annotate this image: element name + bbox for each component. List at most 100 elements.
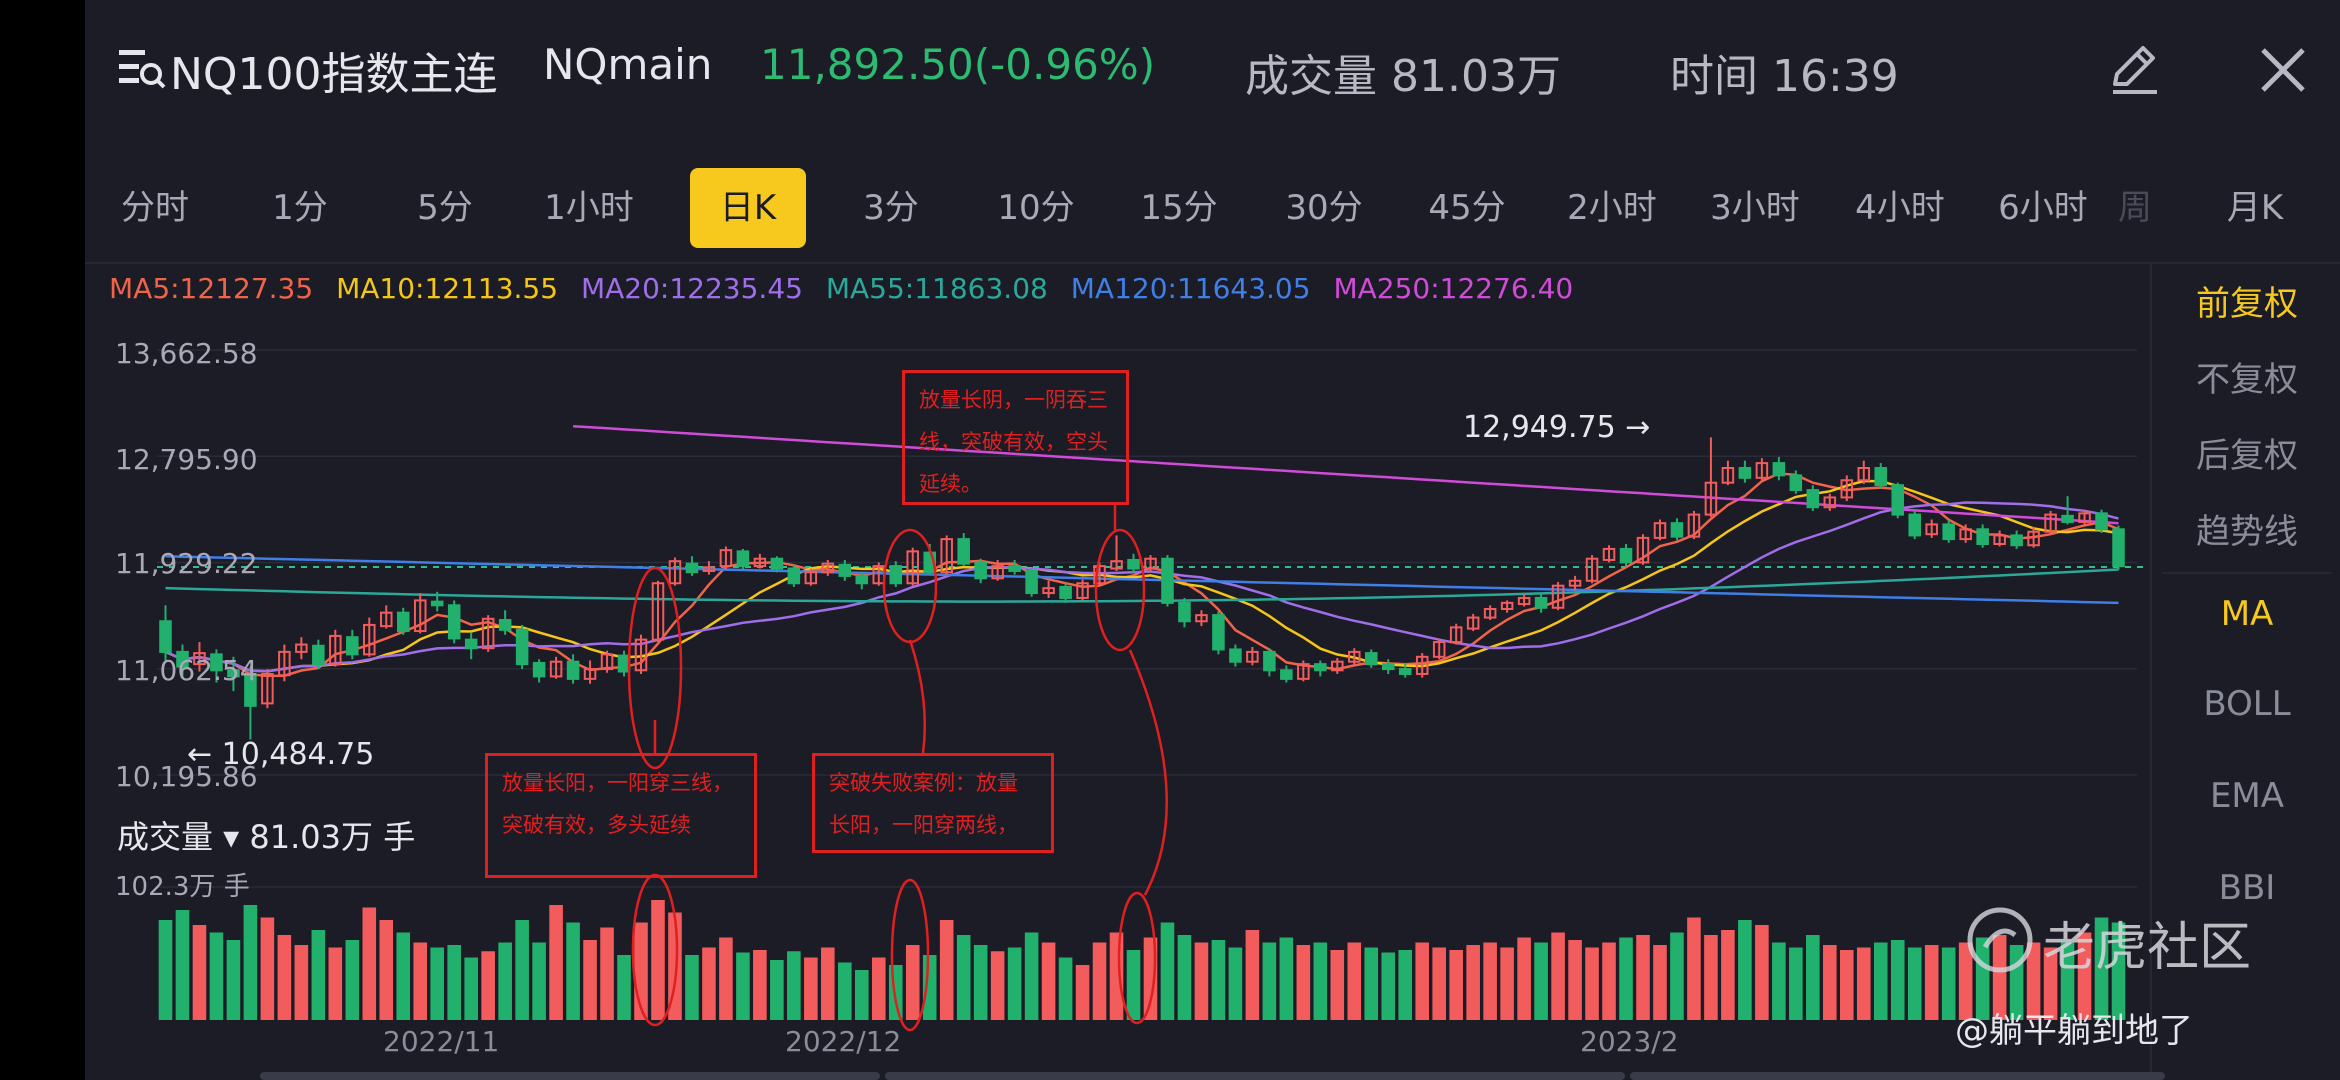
- last-price: 11,892.50(-0.96%): [760, 40, 1156, 89]
- volume-indicator-header[interactable]: 成交量 ▾ 81.03万 手: [117, 818, 416, 856]
- ma120-line: [165, 555, 2119, 605]
- tab-monthly-k[interactable]: 月K: [2226, 188, 2284, 228]
- annotation-note-bear: 放量长阴，一阴吞三线，突破有效，空头延续。: [902, 370, 1129, 505]
- adj-backward[interactable]: 后复权: [2196, 436, 2298, 476]
- tab-30min[interactable]: 30分: [1285, 188, 1363, 228]
- candle-body: [1636, 536, 1650, 564]
- volume-bar: [260, 917, 275, 1020]
- volume-bar: [888, 965, 903, 1020]
- instrument-title[interactable]: NQ100指数主连: [170, 49, 498, 100]
- volume-bar: [1551, 932, 1565, 1020]
- volume-bar: [1839, 950, 1854, 1020]
- volume-bar: [481, 951, 495, 1020]
- volume-bar: [447, 945, 461, 1020]
- volume-bar: [175, 910, 190, 1020]
- annotation-oval: [627, 566, 683, 770]
- indicator-ema[interactable]: EMA: [2209, 776, 2285, 816]
- candle-body: [532, 661, 546, 678]
- volume-bar: [1653, 945, 1667, 1020]
- volume-bar: [1364, 947, 1379, 1020]
- y-tick-label: 12,795.90: [115, 443, 258, 476]
- edit-icon[interactable]: [2105, 40, 2165, 100]
- volume-bar: [1585, 947, 1599, 1020]
- candle-body: [1398, 668, 1412, 675]
- annotation-connector: [1128, 649, 1168, 896]
- candle-body: [2027, 530, 2040, 547]
- tab-2hour[interactable]: 2小时: [1567, 188, 1657, 228]
- tab-fenshi[interactable]: 分时: [121, 188, 189, 228]
- volume-bar: [226, 940, 241, 1020]
- tiger-logo-icon: [1967, 907, 2033, 973]
- volume-bar: [1483, 942, 1497, 1020]
- volume-bar: [1296, 945, 1311, 1020]
- volume-bar: [1075, 965, 1090, 1020]
- volume-bar: [617, 955, 631, 1020]
- scrollbar-segment[interactable]: [260, 1072, 880, 1080]
- candle-body: [1925, 523, 1938, 536]
- volume-bar: [1687, 917, 1701, 1020]
- scrollbar-segment[interactable]: [1630, 1072, 2165, 1080]
- volume-bar: [1704, 935, 1718, 1020]
- header: NQ100指数主连 NQmain 11,892.50(-0.96%) 成交量 8…: [85, 0, 2340, 140]
- candle-body: [583, 668, 597, 680]
- candle-body: [821, 562, 835, 574]
- close-icon[interactable]: [2255, 42, 2311, 98]
- annotation-oval: [1117, 891, 1157, 1025]
- candle-body: [1466, 616, 1480, 630]
- adj-none[interactable]: 不复权: [2196, 360, 2298, 400]
- candle-body: [1602, 547, 1616, 561]
- tab-3hour[interactable]: 3小时: [1710, 188, 1800, 228]
- tab-1hour[interactable]: 1小时: [544, 188, 634, 228]
- volume-bar: [464, 957, 478, 1020]
- volume-bar: [515, 920, 529, 1020]
- trendline-toggle[interactable]: 趋势线: [2196, 512, 2298, 552]
- volume-bar: [1262, 942, 1277, 1020]
- volume-bar: [583, 940, 597, 1020]
- volume-bar: [871, 957, 886, 1020]
- candle-body: [838, 563, 852, 577]
- volume-bar: [1092, 942, 1107, 1020]
- candle-body: [430, 600, 444, 607]
- indicator-boll[interactable]: BOLL: [2203, 684, 2291, 724]
- volume-bar: [277, 935, 292, 1020]
- candle-body: [1432, 641, 1446, 658]
- tab-daily-k[interactable]: 日K: [690, 168, 806, 248]
- tab-5min[interactable]: 5分: [417, 188, 473, 228]
- volume-bar: [1330, 950, 1345, 1020]
- tab-weekly[interactable]: 周: [2118, 188, 2152, 228]
- tab-1min[interactable]: 1分: [272, 188, 328, 228]
- tab-4hour[interactable]: 4小时: [1855, 188, 1945, 228]
- tab-10min[interactable]: 10分: [997, 188, 1075, 228]
- candle-body: [1517, 596, 1531, 606]
- menu-search-icon[interactable]: [117, 40, 167, 96]
- indicator-bbi[interactable]: BBI: [2218, 868, 2276, 908]
- indicator-ma[interactable]: MA: [2220, 594, 2274, 634]
- candle-body: [1670, 522, 1684, 538]
- tab-6hour[interactable]: 6小时: [1998, 188, 2088, 228]
- volume-bar: [1109, 932, 1124, 1020]
- volume-bar: [1024, 932, 1039, 1020]
- candle-body: [1483, 607, 1497, 619]
- ma20-line: [165, 501, 2119, 673]
- volume-bar: [804, 957, 818, 1020]
- tab-3min[interactable]: 3分: [863, 188, 919, 228]
- candle-body: [1585, 557, 1599, 582]
- candle-body: [1789, 474, 1803, 492]
- tab-45min[interactable]: 45分: [1428, 188, 1506, 228]
- adj-forward[interactable]: 前复权: [2196, 284, 2298, 324]
- volume-bar: [1211, 940, 1226, 1020]
- volume-bar: [430, 947, 445, 1020]
- candle-body: [1110, 560, 1123, 570]
- candle-body: [736, 550, 750, 568]
- volume-bar: [1007, 947, 1022, 1020]
- annotation-oval: [890, 878, 930, 1032]
- kline-chart[interactable]: [85, 300, 2145, 1080]
- candle-body: [1195, 614, 1208, 623]
- instrument-code: NQmain: [543, 40, 713, 89]
- ma120-value: MA120:11643.05: [1070, 272, 1311, 305]
- tab-15min[interactable]: 15分: [1140, 188, 1218, 228]
- candle-body: [1365, 652, 1378, 666]
- scrollbar-segment[interactable]: [885, 1072, 1625, 1080]
- candle-body: [413, 599, 427, 633]
- candle-body: [1161, 557, 1174, 604]
